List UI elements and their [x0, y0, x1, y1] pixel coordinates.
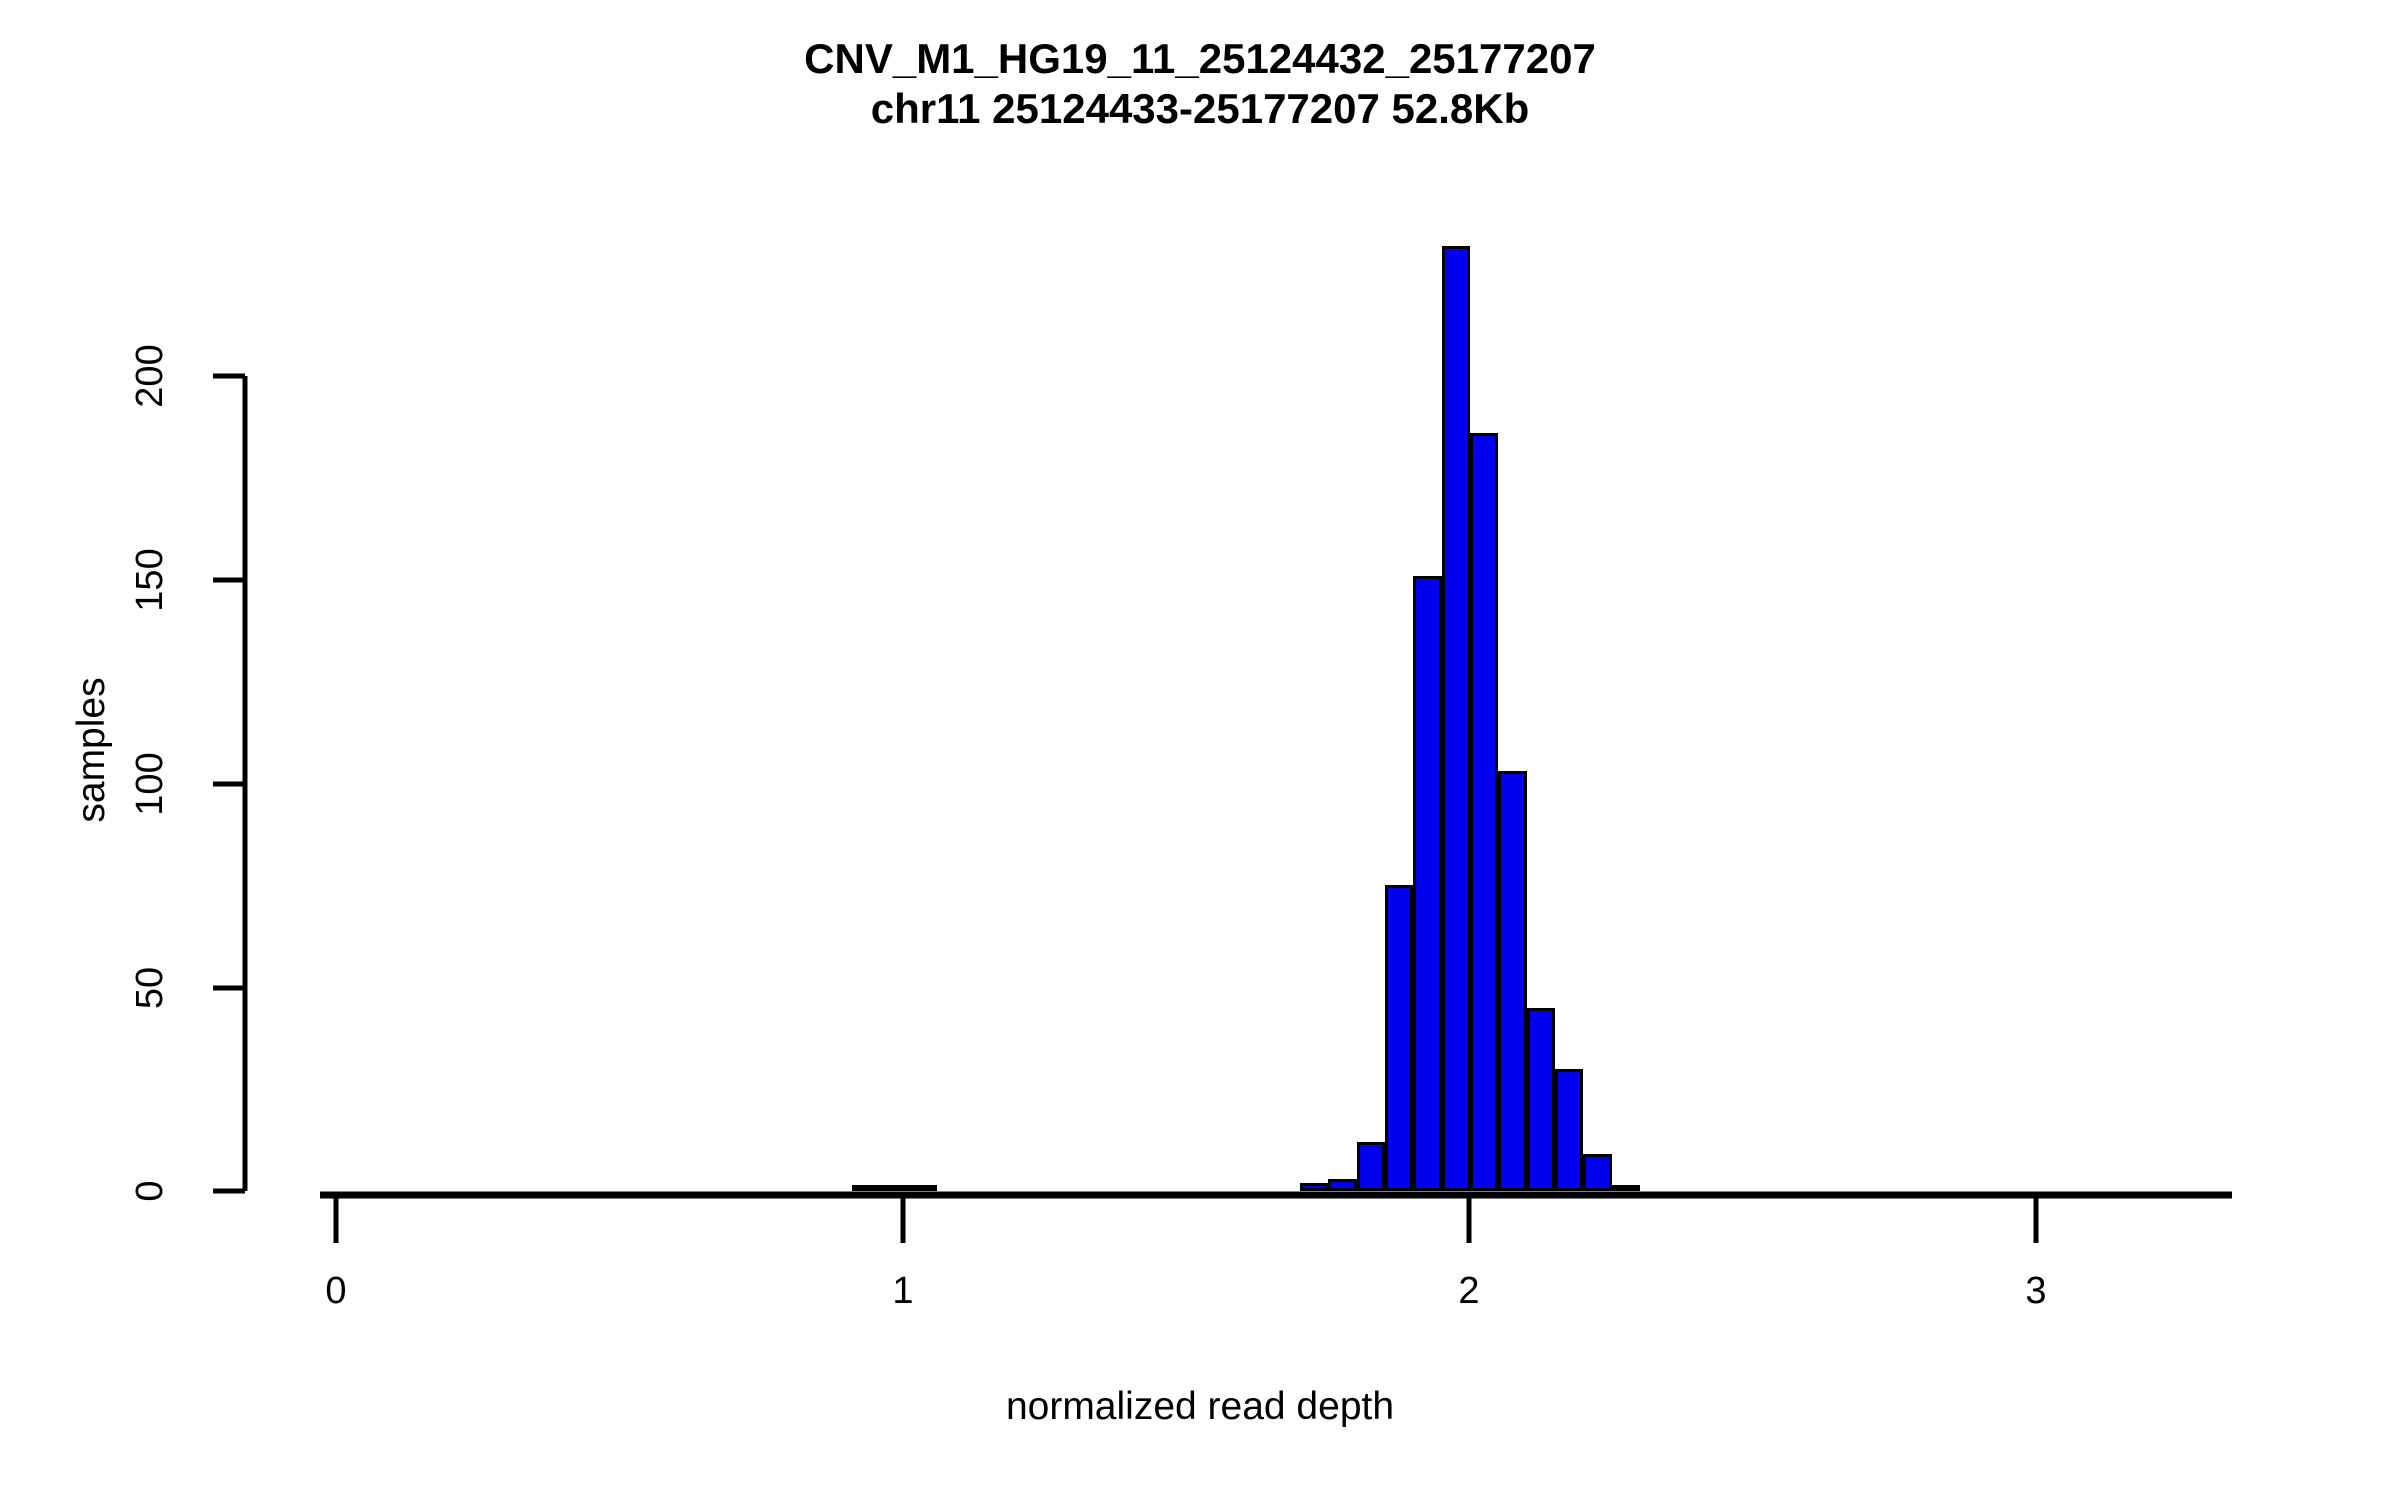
title-line-2: chr11 25124433-25177207 52.8Kb [870, 85, 1530, 132]
histogram-bar [1555, 1068, 1584, 1191]
x-tick-label-2: 2 [1458, 1270, 1480, 1312]
x-axis-label: normalized read depth [1005, 1385, 1395, 1428]
histogram-bar [1413, 575, 1442, 1191]
histogram-bar [1384, 885, 1414, 1191]
histogram-bar [908, 1185, 937, 1191]
chart-title: CNV_M1_HG19_11_25124432_25177207 chr11 2… [0, 38, 2400, 130]
histogram-bar [851, 1185, 881, 1191]
histogram-bar [1526, 1007, 1556, 1191]
histogram-bar [1498, 771, 1527, 1191]
histogram-bar [1583, 1154, 1612, 1191]
histogram-bar [1441, 245, 1470, 1191]
x-tick-label-0: 0 [325, 1270, 347, 1312]
histogram-bar [880, 1185, 909, 1191]
title-line-1: CNV_M1_HG19_11_25124432_25177207 [804, 35, 1596, 82]
x-tick-label-1: 1 [892, 1270, 914, 1312]
histogram-bar [1299, 1182, 1329, 1191]
x-tick-label-3: 3 [2025, 1270, 2047, 1312]
histogram-bar [1611, 1185, 1641, 1191]
histogram-bar [1356, 1142, 1385, 1191]
histogram-bar [1328, 1178, 1357, 1191]
histogram-bar [1470, 433, 1499, 1191]
